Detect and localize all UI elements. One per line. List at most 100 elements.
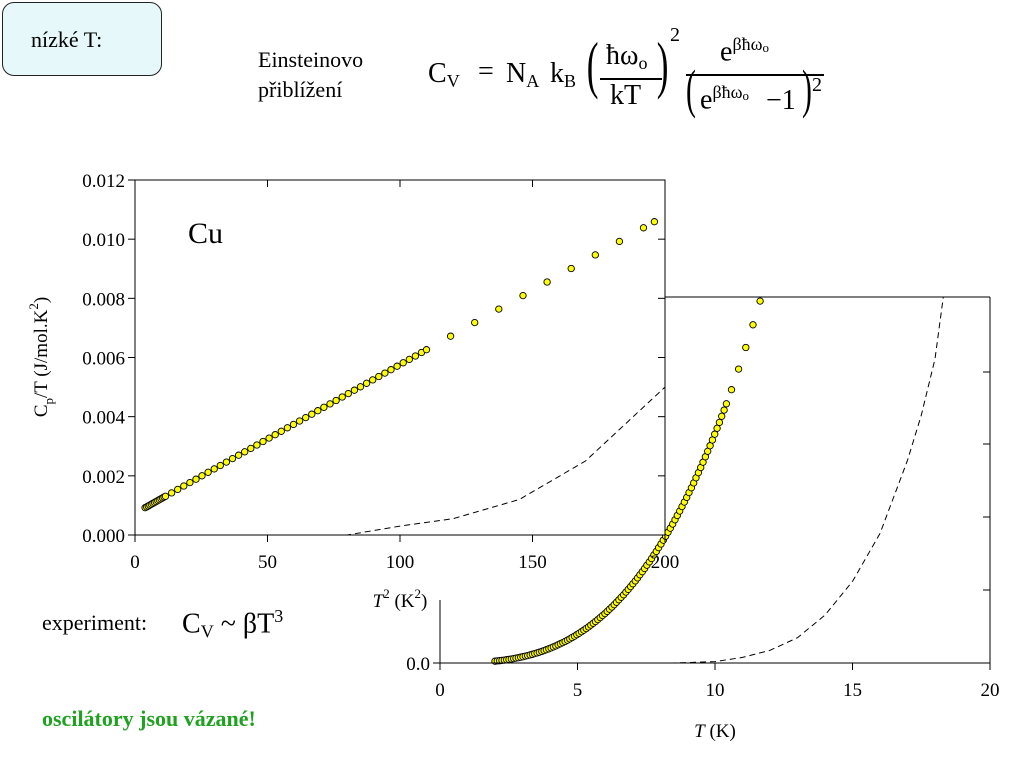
x-tick-label: 0 bbox=[130, 552, 140, 573]
data-point bbox=[265, 434, 273, 442]
data-point bbox=[715, 418, 724, 427]
formula-power: 2 bbox=[670, 24, 680, 46]
y-tick-label: 0.010 bbox=[82, 230, 125, 251]
x-tick-label: 20 bbox=[981, 680, 1000, 701]
data-point bbox=[289, 420, 298, 429]
data-point bbox=[387, 366, 395, 374]
data-point bbox=[591, 251, 599, 259]
data-point bbox=[174, 485, 182, 494]
formula-exp-power: 2 bbox=[812, 74, 822, 96]
data-point bbox=[320, 403, 328, 411]
data-point bbox=[756, 297, 764, 305]
data-point bbox=[192, 475, 200, 483]
formula-right-paren: ) bbox=[656, 29, 669, 100]
y-tick-label: 0.012 bbox=[82, 171, 125, 192]
formula-left-paren: ( bbox=[586, 29, 599, 100]
y-tick-label: 0.000 bbox=[82, 526, 125, 547]
data-point bbox=[308, 410, 316, 418]
y-tick-label: 0.002 bbox=[82, 467, 125, 488]
data-point bbox=[167, 489, 176, 497]
data-point bbox=[567, 264, 575, 273]
data-point bbox=[338, 393, 346, 401]
y-tick-label: 0.006 bbox=[82, 349, 125, 370]
einstein-model-line bbox=[135, 386, 666, 536]
data-point bbox=[713, 424, 721, 432]
data-point bbox=[543, 278, 551, 286]
data-point bbox=[411, 352, 420, 360]
x-tick-label: 0 bbox=[435, 680, 445, 701]
y-tick-label: 0.004 bbox=[82, 408, 125, 429]
formula-frac-line bbox=[600, 78, 662, 80]
data-point bbox=[234, 451, 243, 459]
data-point bbox=[727, 386, 736, 394]
data-point bbox=[204, 468, 212, 476]
data-point bbox=[247, 444, 255, 453]
x-tick-label: 10 bbox=[706, 680, 725, 701]
data-point bbox=[180, 482, 188, 490]
experiment-label: experiment: bbox=[42, 610, 148, 635]
badge-text: nízké T: bbox=[31, 27, 103, 52]
data-point bbox=[210, 465, 218, 473]
data-point bbox=[344, 389, 352, 398]
x-tick-label: 200 bbox=[651, 552, 680, 573]
data-point bbox=[718, 412, 726, 420]
data-point bbox=[314, 407, 322, 415]
formula-equals: = bbox=[478, 56, 494, 87]
data-point bbox=[228, 454, 237, 463]
data-point bbox=[302, 413, 310, 422]
data-point bbox=[259, 437, 267, 446]
einstein-label-line1: Einsteinovo bbox=[258, 47, 364, 72]
formula-exp-num: eβħωo bbox=[720, 34, 769, 68]
formula-frac-num: ħωo bbox=[606, 40, 648, 73]
formula-exp-tail: −1 bbox=[766, 85, 796, 116]
data-point bbox=[283, 424, 292, 432]
data-point bbox=[356, 383, 365, 391]
topic-badge: nízké T: bbox=[2, 2, 162, 76]
data-point bbox=[734, 365, 743, 373]
x-tick-label: 15 bbox=[843, 680, 862, 701]
y-axis-label: Cp/T (J/mol.K2) bbox=[26, 297, 56, 417]
data-point bbox=[198, 472, 206, 480]
data-point bbox=[253, 441, 261, 449]
y-tick-label: 0.0 bbox=[406, 654, 430, 675]
data-point bbox=[399, 359, 407, 367]
chart-t: 0 5 10 15 20 0.0 T (K) bbox=[406, 296, 1000, 742]
data-point bbox=[369, 376, 377, 384]
data-point bbox=[186, 478, 194, 487]
data-point bbox=[720, 406, 728, 414]
data-point bbox=[326, 400, 334, 408]
einstein-label: Einsteinovo přiblížení bbox=[258, 45, 363, 105]
data-point bbox=[639, 224, 648, 232]
einstein-model-line bbox=[440, 296, 944, 664]
formula-exp-den: eβħωo bbox=[700, 82, 749, 116]
x-tick-label: 100 bbox=[386, 552, 415, 573]
plot-background bbox=[135, 180, 665, 535]
data-point bbox=[405, 355, 413, 364]
einstein-label-line2: přiblížení bbox=[258, 77, 343, 102]
data-point bbox=[471, 318, 479, 327]
formula-exp-right-paren: ) bbox=[802, 59, 812, 119]
x-tick-label: 5 bbox=[573, 680, 583, 701]
formula-na: NA bbox=[506, 58, 540, 91]
data-point bbox=[495, 305, 503, 313]
data-point bbox=[446, 332, 455, 340]
oscillators-note: oscilátory jsou vázané! bbox=[42, 706, 256, 731]
x-axis-label: T2 (K2) bbox=[373, 586, 428, 612]
data-point bbox=[241, 448, 249, 456]
data-point bbox=[422, 346, 431, 354]
data-point bbox=[375, 372, 383, 381]
data-point bbox=[161, 492, 170, 500]
data-point bbox=[277, 427, 285, 435]
data-point bbox=[650, 218, 659, 226]
data-point bbox=[519, 291, 527, 300]
data-point bbox=[295, 417, 304, 425]
data-point bbox=[350, 386, 359, 394]
y-tick-label: 0.008 bbox=[82, 289, 125, 310]
data-point bbox=[393, 362, 401, 370]
formula-exp-left-paren: ( bbox=[686, 59, 696, 119]
data-point bbox=[222, 458, 231, 466]
data-point bbox=[742, 343, 750, 352]
data-point bbox=[271, 431, 279, 439]
data-point bbox=[381, 369, 389, 377]
